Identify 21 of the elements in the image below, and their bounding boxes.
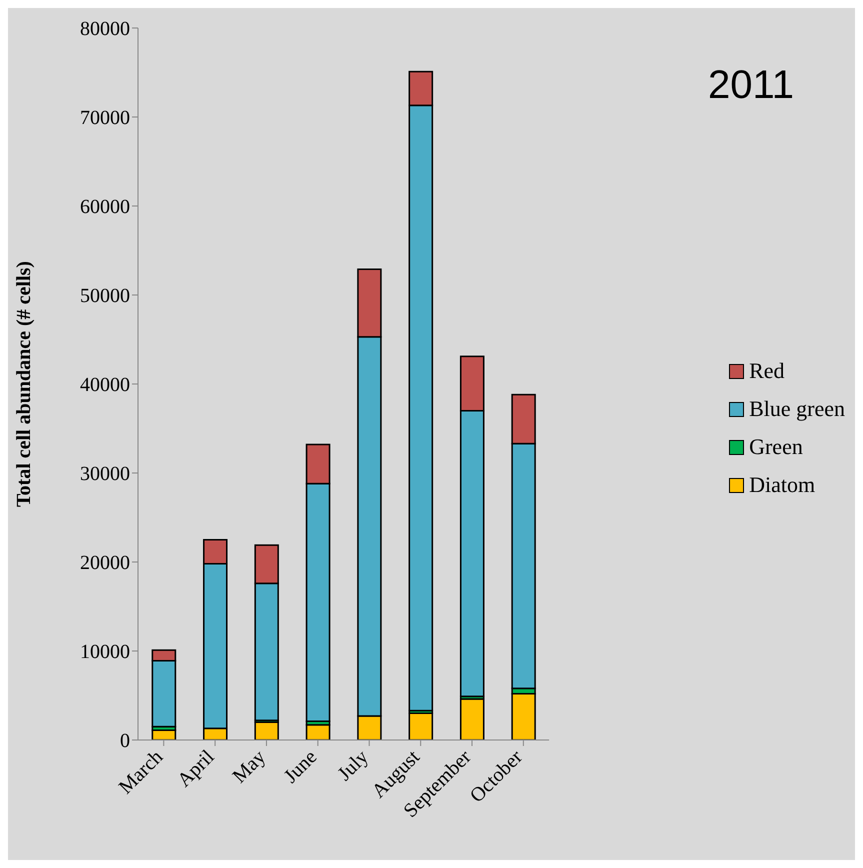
x-tick-label: June <box>280 746 322 788</box>
y-tick-label: 70000 <box>80 107 130 130</box>
bar <box>511 692 536 740</box>
legend-label: Diatom <box>749 472 816 498</box>
legend-label: Green <box>749 434 803 460</box>
y-tick-label: 80000 <box>80 18 130 40</box>
text: 2011 <box>708 63 794 108</box>
y-tick-label: 50000 <box>80 285 130 308</box>
y-tick-label: 60000 <box>80 196 130 218</box>
y-tick-label: 0 <box>120 730 130 752</box>
y-tick-label: 40000 <box>80 374 130 396</box>
y-axis-title: Total cell abundance (# cells) <box>13 261 36 507</box>
y-tick-label: 30000 <box>80 463 130 486</box>
x-tick-label: May <box>228 746 270 788</box>
legend-label: Red <box>749 358 785 384</box>
bar <box>408 712 434 740</box>
y-tick-label: 10000 <box>80 641 130 664</box>
x-tick-label: July <box>334 746 373 786</box>
legend-label: Blue green <box>749 396 845 422</box>
bar <box>460 698 484 740</box>
y-tick-label: 20000 <box>80 552 130 574</box>
